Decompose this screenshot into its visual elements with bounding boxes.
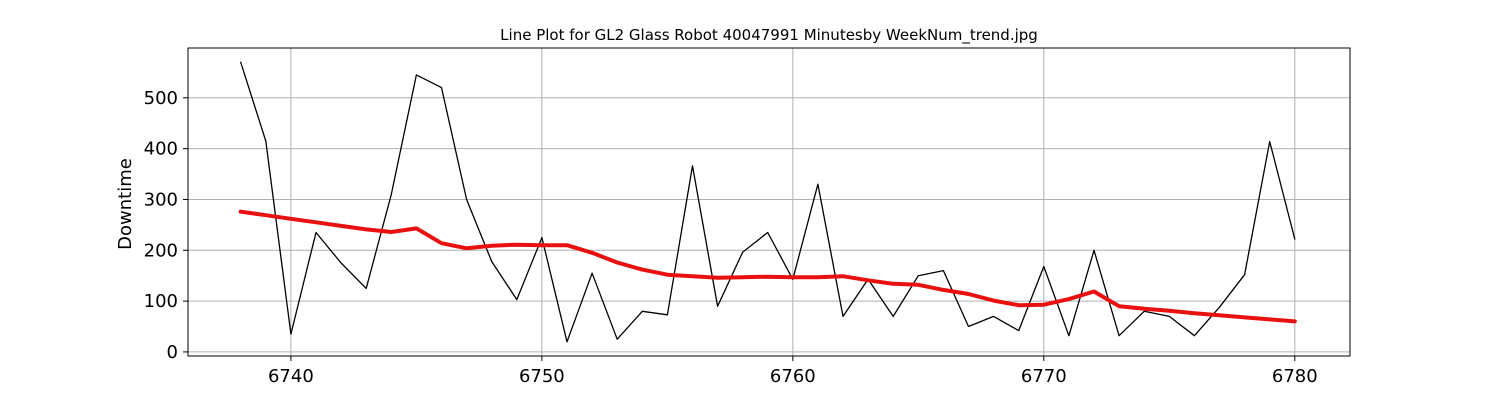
y-tick-label: 0 [167, 342, 178, 363]
grid-lines [188, 48, 1350, 356]
plot-frame [187, 47, 1351, 357]
downtime-series-line [240, 61, 1296, 343]
x-tick-label: 6780 [1272, 366, 1318, 387]
x-tick-label: 6740 [268, 366, 314, 387]
series-layer [238, 61, 1297, 343]
y-axis: 0 100 200 300 400 500 [144, 88, 188, 363]
x-tick-label: 6770 [1021, 366, 1067, 387]
y-tick-label: 100 [144, 291, 178, 312]
x-tick-label: 6750 [519, 366, 565, 387]
y-tick-label: 500 [144, 88, 178, 109]
y-tick-label: 400 [144, 139, 178, 160]
x-tick-label: 6760 [770, 366, 816, 387]
y-tick-label: 200 [144, 240, 178, 261]
chart-title: Line Plot for GL2 Glass Robot 40047991 M… [500, 26, 1038, 45]
y-tick-label: 300 [144, 189, 178, 210]
y-axis-label: Downtime [115, 158, 136, 250]
x-axis: 6740 6750 6760 6770 6780 [268, 356, 1318, 387]
trend-series-line [238, 209, 1297, 324]
